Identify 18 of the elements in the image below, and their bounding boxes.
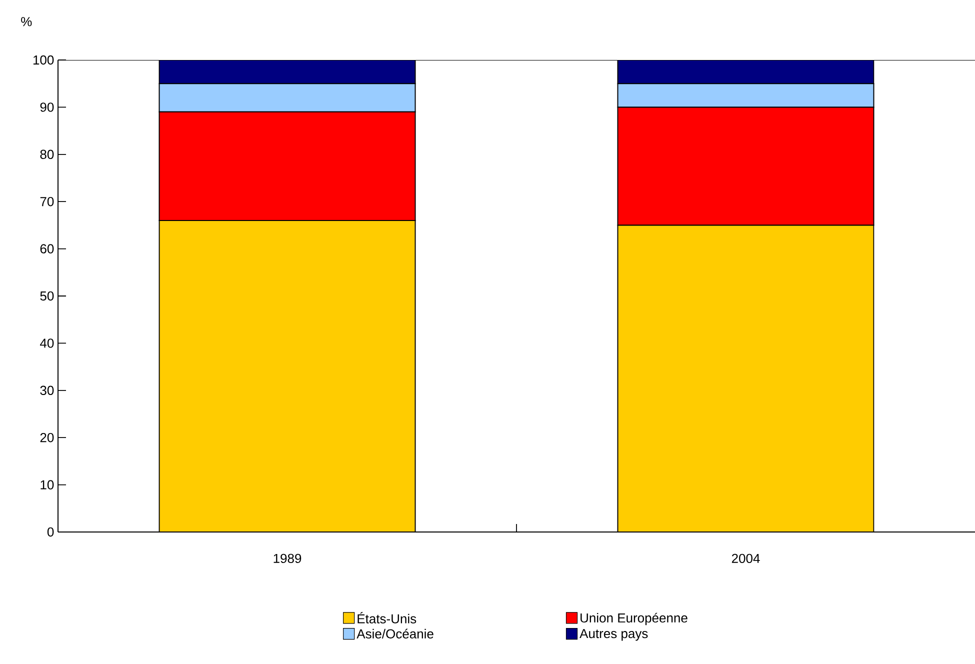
y-tick-label: 90 bbox=[40, 102, 54, 112]
y-tick-label: 10 bbox=[40, 480, 54, 490]
x-tick-label: 1989 bbox=[274, 554, 302, 564]
legend-label: Autres pays bbox=[580, 629, 648, 641]
y-axis-title: % bbox=[21, 17, 32, 26]
y-tick-label: 0 bbox=[47, 527, 54, 537]
y-tick-label: 30 bbox=[40, 386, 54, 395]
legend-label: Union Européenne bbox=[580, 612, 688, 626]
y-tick-label: 40 bbox=[40, 338, 54, 348]
y-tick-label: 20 bbox=[40, 432, 54, 442]
y-tick-label: 70 bbox=[40, 196, 54, 206]
legend-label: États-Unis bbox=[358, 612, 416, 624]
y-tick-label: 60 bbox=[40, 244, 54, 254]
legend-label: Asie/Océanie bbox=[356, 628, 434, 638]
y-tick-label: 80 bbox=[40, 150, 54, 159]
x-tick-label: 2004 bbox=[732, 554, 760, 564]
y-tick-label: 100 bbox=[33, 55, 54, 65]
y-tick-label: 50 bbox=[40, 291, 54, 301]
